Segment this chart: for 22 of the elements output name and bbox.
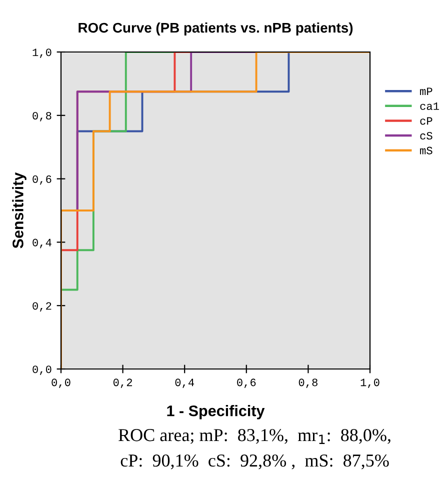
x-tick-label: 0,2 [113, 378, 132, 388]
legend-label: ca1 [420, 102, 439, 110]
y-tick-label: 0,8 [32, 112, 52, 122]
x-tick-label: 0,6 [237, 378, 256, 388]
x-tick-label: 1,0 [360, 378, 380, 388]
legend-label: mP [420, 88, 432, 96]
y-tick-label: 0,2 [32, 302, 52, 312]
y-tick-label: 0,4 [32, 238, 52, 248]
y-tick-label: 1,0 [32, 48, 52, 58]
x-tick-label: 0,0 [52, 378, 70, 388]
legend-label: cP [420, 117, 432, 125]
legend-label: mS [420, 146, 432, 154]
x-axis-title: 1 - Specificity [167, 405, 265, 420]
y-axis-title: Sensitivity [12, 172, 26, 248]
x-tick-label: 0,8 [298, 378, 318, 388]
y-tick-label: 0,0 [32, 366, 52, 375]
x-tick-label: 0,4 [175, 378, 194, 388]
chart-title: ROC Curve (PB patients vs. nPB patients) [78, 22, 353, 36]
y-tick-label: 0,6 [32, 175, 52, 185]
text: ROC area; mP: 83,1%, mr$_{1}$: 88,0%, [118, 429, 390, 444]
legend-label: cS [420, 132, 432, 140]
text: cP: 90,1% cS: 92,8% , mS: 87,5% [120, 454, 389, 470]
